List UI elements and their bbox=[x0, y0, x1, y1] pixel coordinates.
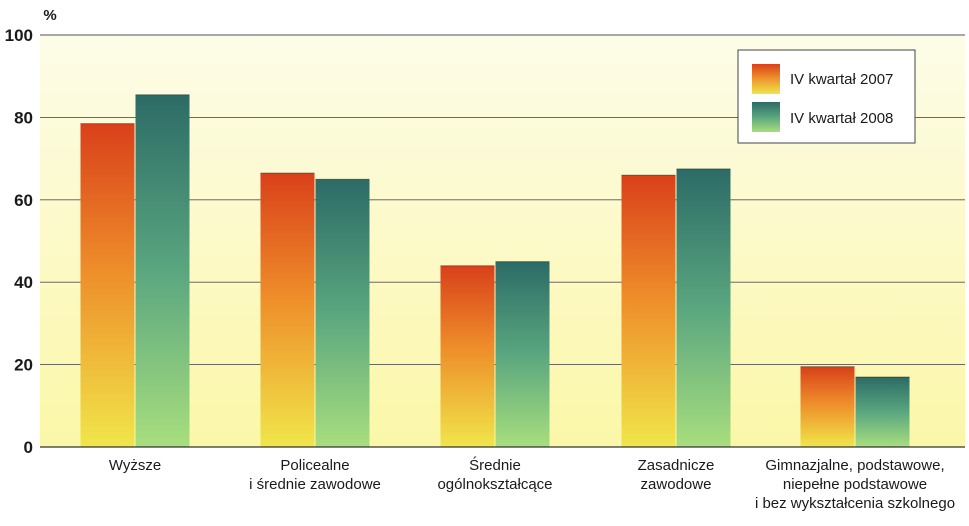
bar-2007-3 bbox=[440, 265, 495, 447]
bar-2007-4 bbox=[621, 175, 676, 447]
legend: IV kwartał 2007 IV kwartał 2008 bbox=[737, 49, 916, 144]
legend-label-2008: IV kwartał 2008 bbox=[790, 110, 893, 127]
bar-2007-2 bbox=[260, 173, 315, 447]
bar-2008-5 bbox=[855, 376, 910, 447]
bar-2007-5 bbox=[800, 366, 855, 447]
x-axis-labels: Wyższe Policealne i średnie zawodowe Średni… bbox=[109, 456, 955, 512]
bar-2008-1 bbox=[135, 94, 190, 448]
y-tick-label-40: 40 bbox=[14, 273, 33, 292]
x-category-label-2-line-2: i średnie zawodowe bbox=[249, 476, 381, 493]
y-tick-label-20: 20 bbox=[14, 356, 33, 375]
x-category-label-1-line-1: Wyższe bbox=[109, 457, 161, 474]
y-tick-label-80: 80 bbox=[14, 108, 33, 127]
bar-2008-4 bbox=[676, 168, 731, 447]
bar-2008-3 bbox=[495, 261, 550, 447]
x-category-label-3-line-1: Średnie bbox=[469, 456, 521, 474]
x-category-label-3-line-2: ogólnokształcące bbox=[437, 476, 552, 493]
x-category-label-5-line-3: i bez wykształcenia szkolnego bbox=[755, 495, 955, 512]
y-tick-label-0: 0 bbox=[24, 438, 33, 457]
x-category-label-5-line-2: niepełne podstawowe bbox=[783, 476, 927, 493]
x-category-label-5-line-1: Gimnazjalne, podstawowe, bbox=[765, 457, 944, 474]
x-category-label-2-line-1: Policealne bbox=[280, 457, 349, 474]
y-tick-label-60: 60 bbox=[14, 191, 33, 210]
legend-label-2007: IV kwartał 2007 bbox=[790, 71, 893, 88]
x-category-label-4-line-2: zawodowe bbox=[641, 476, 712, 493]
legend-swatch-2008 bbox=[752, 102, 780, 132]
bar-2008-2 bbox=[315, 179, 370, 447]
y-axis-ticks: 0 20 40 60 80 100 bbox=[5, 26, 33, 457]
y-tick-label-100: 100 bbox=[5, 26, 33, 45]
legend-swatch-2007 bbox=[752, 64, 780, 94]
bars bbox=[80, 94, 910, 448]
x-category-label-4-line-1: Zasadnicze bbox=[638, 457, 715, 474]
bar-2007-1 bbox=[80, 123, 135, 447]
y-axis-unit: % bbox=[43, 7, 56, 24]
